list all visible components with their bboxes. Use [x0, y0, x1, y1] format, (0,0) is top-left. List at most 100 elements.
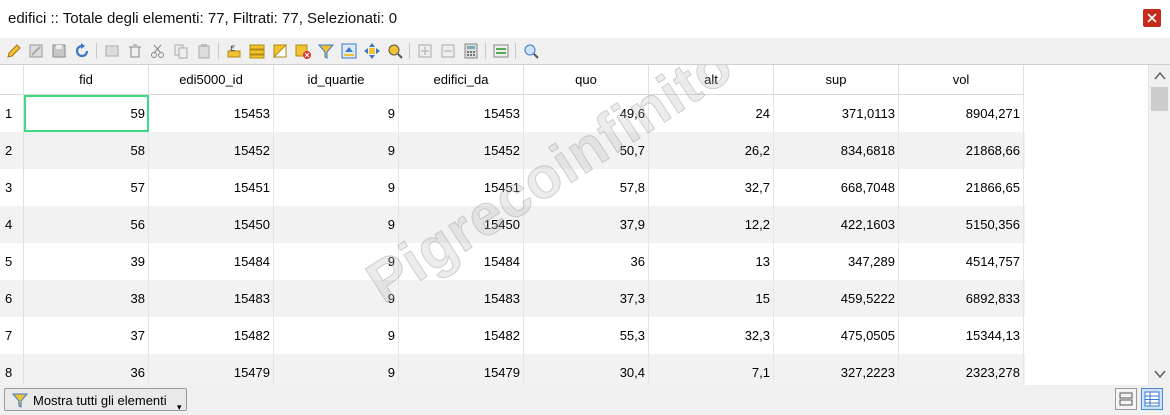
table-cell-alt[interactable]: 32,7 [649, 169, 774, 206]
table-cell-vol[interactable]: 21866,65 [899, 169, 1024, 206]
table-cell-edifici_da[interactable]: 15453 [399, 95, 524, 132]
table-cell-alt[interactable]: 7,1 [649, 354, 774, 386]
table-cell-quo[interactable]: 55,3 [524, 317, 649, 354]
table-cell-fid[interactable]: 38 [24, 280, 149, 317]
table-cell-quo[interactable]: 49,6 [524, 95, 649, 132]
vertical-scrollbar[interactable] [1148, 65, 1170, 386]
expression-select-icon[interactable]: ε [225, 42, 243, 60]
table-cell-fid[interactable]: 37 [24, 317, 149, 354]
table-cell-edi5000_id[interactable]: 15483 [149, 280, 274, 317]
table-cell-sup[interactable]: 668,7048 [774, 169, 899, 206]
close-button[interactable] [1143, 9, 1161, 27]
table-cell-fid[interactable]: 36 [24, 354, 149, 386]
table-cell-id_quartie[interactable]: 9 [274, 243, 399, 280]
attribute-table[interactable]: fid edi5000_id id_quartie edifici_da quo alt s… [0, 64, 1170, 386]
table-cell-quo[interactable]: 57,8 [524, 169, 649, 206]
edit-pencil-icon[interactable] [5, 42, 23, 60]
show-all-features-button[interactable]: Mostra tutti gli elementi ▾ [4, 388, 187, 412]
reload-icon[interactable] [73, 42, 91, 60]
table-cell-edi5000_id[interactable]: 15484 [149, 243, 274, 280]
save-edits-icon[interactable] [50, 42, 68, 60]
table-row[interactable]: 6 38 15483 9 15483 37,3 15 459,5222 6892,833 [0, 280, 1025, 317]
add-feature-icon[interactable] [103, 42, 121, 60]
table-cell-vol[interactable]: 5150,356 [899, 206, 1024, 243]
table-cell-edi5000_id[interactable]: 15452 [149, 132, 274, 169]
table-cell-edi5000_id[interactable]: 15453 [149, 95, 274, 132]
form-view-button[interactable] [1115, 388, 1137, 410]
table-row[interactable]: 2 58 15452 9 15452 50,7 26,2 834,6818 21868,66 [0, 132, 1025, 169]
table-cell-alt[interactable]: 24 [649, 95, 774, 132]
table-cell-vol[interactable]: 2323,278 [899, 354, 1024, 386]
row-header[interactable]: 4 [0, 206, 24, 243]
column-header-quo[interactable]: quo [524, 65, 649, 95]
table-cell-id_quartie[interactable]: 9 [274, 95, 399, 132]
table-cell-edifici_da[interactable]: 15484 [399, 243, 524, 280]
delete-field-icon[interactable] [439, 42, 457, 60]
table-cell-fid[interactable]: 58 [24, 132, 149, 169]
scroll-up-icon[interactable] [1153, 69, 1167, 83]
table-cell-edi5000_id[interactable]: 15482 [149, 317, 274, 354]
column-header-fid[interactable]: fid [24, 65, 149, 95]
table-cell-sup[interactable]: 422,1603 [774, 206, 899, 243]
table-cell-edifici_da[interactable]: 15452 [399, 132, 524, 169]
table-cell-edifici_da[interactable]: 15483 [399, 280, 524, 317]
copy-icon[interactable] [172, 42, 190, 60]
row-header[interactable]: 7 [0, 317, 24, 354]
table-cell-alt[interactable]: 32,3 [649, 317, 774, 354]
pan-to-selection-icon[interactable] [363, 42, 381, 60]
table-cell-vol[interactable]: 6892,833 [899, 280, 1024, 317]
table-cell-quo[interactable]: 30,4 [524, 354, 649, 386]
table-cell-alt[interactable]: 26,2 [649, 132, 774, 169]
table-cell-fid[interactable]: 56 [24, 206, 149, 243]
table-cell-quo[interactable]: 36 [524, 243, 649, 280]
table-cell-id_quartie[interactable]: 9 [274, 280, 399, 317]
new-field-icon[interactable] [416, 42, 434, 60]
table-cell-edifici_da[interactable]: 15482 [399, 317, 524, 354]
table-row[interactable]: 1 59 15453 9 15453 49,6 24 371,0113 8904,271 [0, 95, 1025, 132]
table-cell-sup[interactable]: 371,0113 [774, 95, 899, 132]
scroll-down-icon[interactable] [1153, 367, 1167, 381]
delete-icon[interactable] [126, 42, 144, 60]
row-header[interactable]: 2 [0, 132, 24, 169]
table-row[interactable]: 3 57 15451 9 15451 57,8 32,7 668,7048 21866,65 [0, 169, 1025, 206]
table-cell-id_quartie[interactable]: 9 [274, 206, 399, 243]
scroll-thumb[interactable] [1151, 87, 1168, 111]
row-header[interactable]: 3 [0, 169, 24, 206]
table-cell-vol[interactable]: 8904,271 [899, 95, 1024, 132]
row-header[interactable]: 6 [0, 280, 24, 317]
table-cell-edi5000_id[interactable]: 15450 [149, 206, 274, 243]
dock-icon[interactable] [522, 42, 540, 60]
filter-select-icon[interactable] [317, 42, 335, 60]
deselect-icon[interactable] [294, 42, 312, 60]
paste-icon[interactable] [195, 42, 213, 60]
table-cell-vol[interactable]: 4514,757 [899, 243, 1024, 280]
move-selection-top-icon[interactable] [340, 42, 358, 60]
table-cell-alt[interactable]: 13 [649, 243, 774, 280]
table-cell-alt[interactable]: 12,2 [649, 206, 774, 243]
conditional-formatting-icon[interactable] [492, 42, 510, 60]
table-cell-id_quartie[interactable]: 9 [274, 354, 399, 386]
select-all-icon[interactable] [248, 42, 266, 60]
table-view-button[interactable] [1141, 388, 1163, 410]
table-row[interactable]: 7 37 15482 9 15482 55,3 32,3 475,0505 15344,13 [0, 317, 1025, 354]
table-cell-fid[interactable]: 39 [24, 243, 149, 280]
table-row[interactable]: 4 56 15450 9 15450 37,9 12,2 422,1603 5150,356 [0, 206, 1025, 243]
table-cell-sup[interactable]: 459,5222 [774, 280, 899, 317]
table-cell-id_quartie[interactable]: 9 [274, 317, 399, 354]
table-cell-quo[interactable]: 37,3 [524, 280, 649, 317]
table-cell-edi5000_id[interactable]: 15451 [149, 169, 274, 206]
table-cell-edifici_da[interactable]: 15450 [399, 206, 524, 243]
table-cell-sup[interactable]: 475,0505 [774, 317, 899, 354]
table-cell-sup[interactable]: 327,2223 [774, 354, 899, 386]
invert-selection-icon[interactable] [271, 42, 289, 60]
table-cell-vol[interactable]: 21868,66 [899, 132, 1024, 169]
table-cell-edifici_da[interactable]: 15479 [399, 354, 524, 386]
table-row[interactable]: 5 39 15484 9 15484 36 13 347,289 4514,757 [0, 243, 1025, 280]
toggle-multi-edit-icon[interactable] [27, 42, 45, 60]
table-cell-fid[interactable]: 57 [24, 169, 149, 206]
row-header[interactable]: 5 [0, 243, 24, 280]
column-header-edifici_da[interactable]: edifici_da [399, 65, 524, 95]
column-header-vol[interactable]: vol [899, 65, 1024, 95]
table-cell-fid[interactable]: 59 [24, 95, 149, 132]
row-header[interactable]: 1 [0, 95, 24, 132]
